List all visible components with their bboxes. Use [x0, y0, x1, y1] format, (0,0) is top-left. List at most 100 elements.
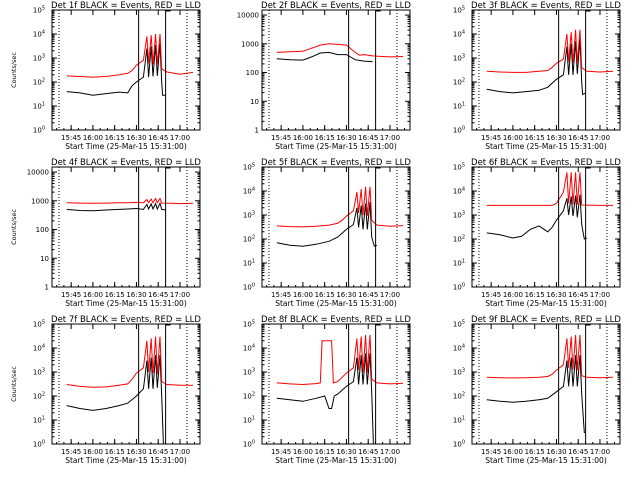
- y-tick-label: 104: [33, 344, 45, 353]
- x-tick-label: 15:45: [271, 448, 291, 456]
- x-tick-label: 16:00: [503, 134, 523, 142]
- series-line-lld: [66, 336, 193, 388]
- x-tick-label: 16:30: [546, 291, 566, 299]
- series-line-events: [276, 353, 376, 444]
- plot-frame: [471, 166, 621, 288]
- x-tick-label: 16:15: [105, 291, 125, 299]
- x-tick-label: 16:30: [336, 291, 356, 299]
- x-tick-label: 17:00: [380, 291, 400, 299]
- y-tick-label: 100: [33, 126, 45, 135]
- y-tick-label: 103: [243, 211, 255, 220]
- y-tick-label: 1: [255, 127, 259, 135]
- x-axis-label: Start Time (25-Mar-15 15:31:00): [65, 456, 187, 465]
- y-tick-label: 100: [453, 126, 465, 135]
- plot-frame: [261, 323, 411, 445]
- y-tick-label: 103: [453, 368, 465, 377]
- series-line-events: [486, 194, 588, 240]
- y-axis-label: Counts/sec: [10, 366, 18, 402]
- panel-title: Det 5f BLACK = Events, RED = LLD: [261, 158, 411, 168]
- series-line-lld: [486, 334, 614, 379]
- x-tick-label: 16:30: [126, 448, 146, 456]
- x-tick-label: 16:15: [105, 134, 125, 142]
- x-tick-label: 16:15: [315, 448, 335, 456]
- series-line-lld: [66, 33, 194, 78]
- series-line-lld: [276, 43, 404, 58]
- series-line-events: [486, 39, 587, 96]
- x-axis-label: Start Time (25-Mar-15 15:31:00): [65, 142, 187, 151]
- x-tick-label: 16:30: [546, 134, 566, 142]
- y-tick-label: 1000: [241, 40, 259, 48]
- panel-title: Det 2f BLACK = Events, RED = LLD: [261, 1, 411, 11]
- y-tick-label: 100: [453, 440, 465, 449]
- x-tick-label: 16:00: [293, 291, 313, 299]
- series-line-events: [276, 201, 378, 247]
- x-axis-label: Start Time (25-Mar-15 15:31:00): [485, 456, 607, 465]
- y-tick-label: 100: [33, 440, 45, 449]
- y-tick-label: 10: [250, 98, 259, 106]
- y-tick-label: 104: [453, 344, 465, 353]
- y-tick-label: 101: [33, 102, 45, 111]
- x-tick-label: 16:45: [148, 291, 168, 299]
- y-tick-label: 100: [243, 440, 255, 449]
- x-tick-label: 15:45: [271, 291, 291, 299]
- x-axis-label: Start Time (25-Mar-15 15:31:00): [485, 299, 607, 308]
- y-tick-label: 101: [33, 416, 45, 425]
- y-tick-label: 105: [243, 163, 255, 172]
- x-tick-label: 15:45: [61, 291, 81, 299]
- plot-frame: [261, 166, 411, 288]
- x-axis-label: Start Time (25-Mar-15 15:31:00): [275, 299, 397, 308]
- x-tick-label: 17:00: [590, 291, 610, 299]
- x-tick-label: 17:00: [380, 134, 400, 142]
- series-line-events: [66, 201, 167, 212]
- x-tick-label: 17:00: [380, 448, 400, 456]
- x-tick-label: 16:45: [358, 291, 378, 299]
- x-axis-label: Start Time (25-Mar-15 15:31:00): [485, 142, 607, 151]
- y-tick-label: 104: [33, 30, 45, 39]
- x-tick-label: 16:00: [503, 448, 523, 456]
- plot-frame: [51, 9, 201, 131]
- y-tick-label: 103: [33, 368, 45, 377]
- x-tick-label: 16:30: [336, 448, 356, 456]
- x-tick-label: 15:45: [481, 134, 501, 142]
- series-line-events: [486, 355, 586, 433]
- x-tick-label: 15:45: [61, 134, 81, 142]
- y-tick-label: 102: [243, 392, 255, 401]
- x-tick-label: 16:00: [503, 291, 523, 299]
- x-tick-label: 16:00: [83, 134, 103, 142]
- panel-title: Det 3f BLACK = Events, RED = LLD: [471, 1, 621, 11]
- y-tick-label: 104: [243, 344, 255, 353]
- y-tick-label: 104: [453, 187, 465, 196]
- series-line-lld: [486, 29, 614, 73]
- y-tick-label: 104: [243, 187, 255, 196]
- y-tick-label: 101: [453, 416, 465, 425]
- plot-frame: [471, 323, 621, 445]
- x-axis-label: Start Time (25-Mar-15 15:31:00): [275, 456, 397, 465]
- series-line-lld: [66, 197, 194, 205]
- y-tick-label: 10000: [27, 169, 49, 177]
- x-tick-label: 17:00: [590, 134, 610, 142]
- x-tick-label: 16:15: [525, 448, 545, 456]
- panel-title: Det 6f BLACK = Events, RED = LLD: [471, 158, 621, 168]
- y-tick-label: 102: [33, 78, 45, 87]
- y-tick-label: 102: [33, 392, 45, 401]
- plot-frame: [51, 166, 201, 288]
- plot-frame: [51, 323, 201, 445]
- y-tick-label: 105: [33, 6, 45, 15]
- x-tick-label: 16:30: [126, 291, 146, 299]
- y-tick-label: 100: [453, 283, 465, 292]
- x-tick-label: 16:15: [525, 134, 545, 142]
- x-tick-label: 17:00: [170, 134, 190, 142]
- x-tick-label: 16:30: [126, 134, 146, 142]
- y-tick-label: 103: [453, 211, 465, 220]
- y-tick-label: 102: [453, 235, 465, 244]
- y-tick-label: 104: [453, 30, 465, 39]
- y-tick-label: 10: [40, 255, 49, 263]
- y-tick-label: 103: [453, 54, 465, 63]
- x-tick-label: 16:00: [83, 291, 103, 299]
- x-tick-label: 16:45: [358, 134, 378, 142]
- y-tick-label: 101: [453, 102, 465, 111]
